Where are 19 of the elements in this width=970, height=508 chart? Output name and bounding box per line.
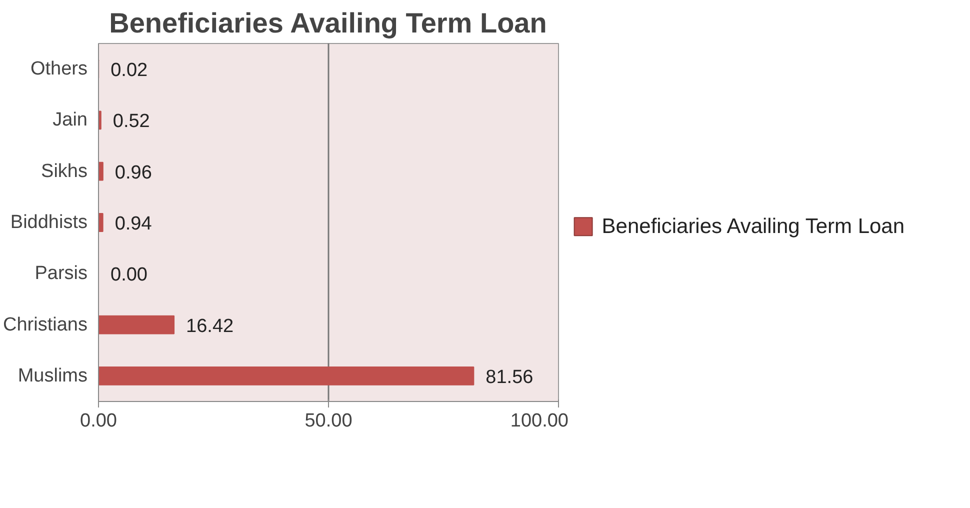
data-label: 0.96 bbox=[114, 162, 152, 184]
y-tick-label: Parsis bbox=[34, 263, 88, 284]
y-tick-label: Biddhists bbox=[10, 212, 88, 233]
data-label: 0.02 bbox=[110, 60, 148, 82]
y-tick-label: Sikhs bbox=[41, 160, 88, 182]
data-label: 81.56 bbox=[486, 366, 534, 388]
y-tick-label: Muslims bbox=[18, 365, 88, 386]
data-label: 0.94 bbox=[114, 214, 152, 234]
y-tick-label: Christians bbox=[3, 314, 88, 336]
data-label: 16.42 bbox=[186, 316, 234, 337]
x-tick-label: 100.00 bbox=[510, 410, 569, 432]
data-label: 0.52 bbox=[112, 111, 150, 132]
legend-label: Beneficiaries Availing Term Loan bbox=[602, 215, 905, 238]
y-tick-label: Jain bbox=[52, 110, 88, 131]
chart-title: Beneficiaries Availing Term Loan bbox=[109, 8, 547, 38]
data-label: 0.00 bbox=[110, 264, 148, 286]
x-tick-label: 50.00 bbox=[304, 410, 352, 432]
y-tick-label: Others bbox=[30, 58, 88, 80]
x-tick-label: 0.00 bbox=[80, 410, 117, 432]
